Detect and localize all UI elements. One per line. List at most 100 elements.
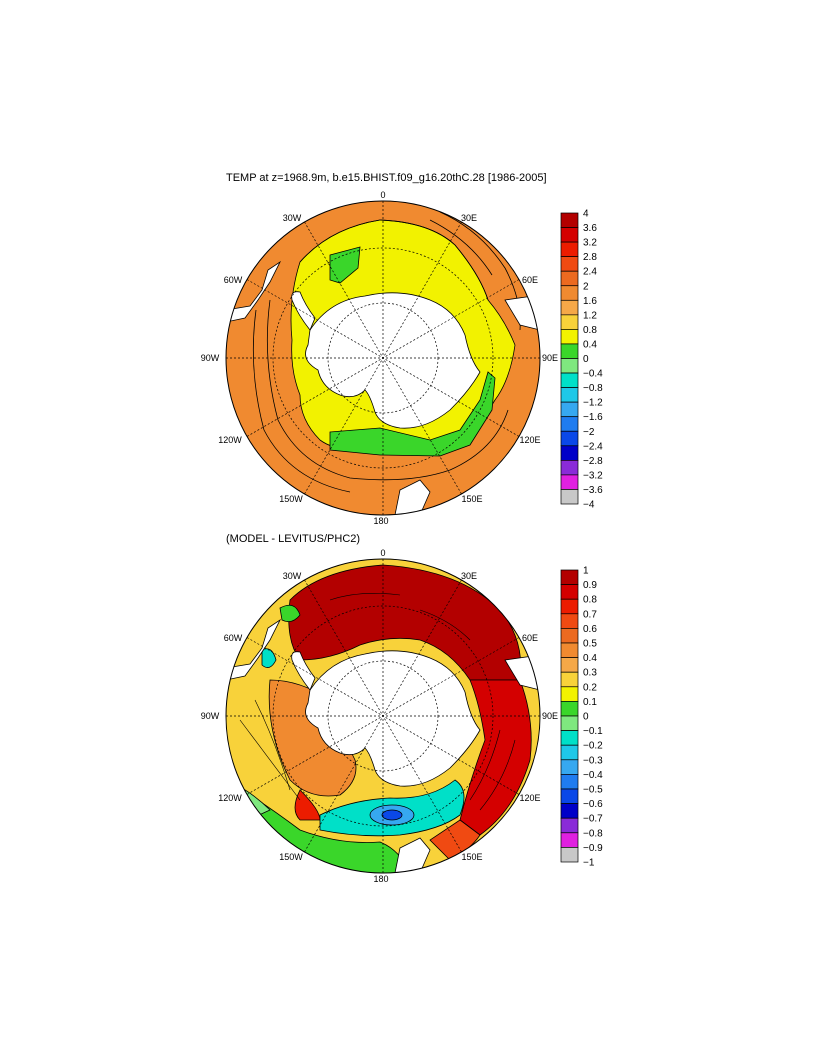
- temp-colorbar: 4 3.6 3.2 2.8 2.4 2 1.6 1.2 0.8 0.4 0 −0.4 −0.8 −1.2 −…: [560, 209, 603, 511]
- difference-colorbar: 1 0.9 0.8 0.7 0.6 0.5 0.4 0.3 0.2 0.1 0 −0.1 −0.2 −0.…: [560, 566, 603, 869]
- diff-lon-90e: 90E: [542, 711, 558, 721]
- temp-colorbar-swatch: [560, 270, 579, 287]
- diff-lon-90w: 90W: [201, 711, 220, 721]
- temp-colorbar-swatch: [560, 358, 579, 374]
- difference-map-border: [225, 558, 541, 874]
- temp-lon-90e: 90E: [542, 353, 558, 363]
- temp-colorbar-label: 1.6: [583, 296, 597, 307]
- temp-lon-120w: 120W: [218, 435, 242, 445]
- temp-colorbar-label: 0.8: [583, 325, 597, 336]
- temp-colorbar-label: 2: [583, 281, 589, 292]
- temp-lon-60w: 60W: [224, 275, 243, 285]
- temp-colorbar-swatch: [560, 430, 579, 447]
- diff-colorbar-label: −0.1: [583, 726, 603, 737]
- diff-colorbar-label: −0.8: [583, 828, 603, 839]
- diff-lon-60w: 60W: [224, 633, 243, 643]
- diff-colorbar-swatch: [560, 657, 579, 673]
- temp-colorbar-swatch: [560, 314, 579, 330]
- diff-colorbar-label: −0.3: [583, 755, 603, 766]
- temp-lon-180: 180: [373, 516, 388, 526]
- diff-colorbar-swatch: [560, 817, 579, 834]
- temp-colorbar-label: −1.6: [583, 412, 603, 423]
- diff-colorbar-swatch: [560, 744, 579, 761]
- temp-colorbar-swatch: [560, 372, 579, 388]
- diff-colorbar-label: 0.4: [583, 653, 597, 664]
- diff-colorbar-swatch: [560, 701, 579, 717]
- diff-colorbar-swatch: [560, 584, 579, 600]
- diff-colorbar-label: 0.3: [583, 668, 597, 679]
- temp-colorbar-swatch: [560, 489, 579, 505]
- diff-colorbar-label: −0.4: [583, 770, 603, 781]
- temp-colorbar-swatch: [560, 227, 579, 243]
- diff-lon-150e: 150E: [461, 852, 482, 862]
- map-temp: 0 30E 60E 90E 120E 150E 180 150W 120W 90…: [201, 190, 603, 526]
- diff-colorbar-label: 0.9: [583, 580, 597, 591]
- temp-colorbar-swatch: [560, 256, 579, 272]
- temp-colorbar-swatch: [560, 460, 579, 476]
- diff-lon-120e: 120E: [519, 793, 540, 803]
- diff-colorbar-label: −0.6: [583, 799, 603, 810]
- temp-colorbar-label: −3.2: [583, 470, 603, 481]
- diff-colorbar-label: 0.2: [583, 682, 597, 693]
- diff-colorbar-label: −1: [583, 858, 595, 869]
- diff-colorbar-label: 0.7: [583, 609, 597, 620]
- temp-colorbar-label: 2.8: [583, 252, 597, 263]
- diff-colorbar-swatch: [560, 671, 579, 688]
- temp-colorbar-label: 1.2: [583, 310, 597, 321]
- temp-colorbar-label: 0.4: [583, 339, 597, 350]
- temp-colorbar-label: −3.6: [583, 485, 603, 496]
- temp-lon-30w: 30W: [283, 213, 302, 223]
- temp-lon-150e: 150E: [461, 494, 482, 504]
- diff-colorbar-label: −0.9: [583, 843, 603, 854]
- temp-colorbar-label: 0: [583, 354, 589, 365]
- map-title-difference: (MODEL - LEVITUS/PHC2): [226, 533, 361, 545]
- temp-colorbar-label: 3.2: [583, 238, 597, 249]
- diff-colorbar-label: 0.1: [583, 697, 597, 708]
- temp-colorbar-swatch: [560, 401, 579, 418]
- diff-colorbar-label: 0.8: [583, 595, 597, 606]
- diff-colorbar-swatch: [560, 847, 579, 863]
- diff-colorbar-swatch: [560, 715, 579, 731]
- temp-lon-30e: 30E: [461, 213, 477, 223]
- diff-colorbar-label: 1: [583, 566, 589, 577]
- temp-colorbar-label: −2.8: [583, 456, 603, 467]
- diff-colorbar-swatch: [560, 803, 579, 819]
- temp-graticule: [226, 201, 540, 515]
- temp-lon-60e: 60E: [522, 275, 538, 285]
- temp-colorbar-swatch: [560, 445, 579, 461]
- diff-colorbar-label: −0.2: [583, 741, 603, 752]
- diff-colorbar-swatch: [560, 686, 579, 702]
- temp-colorbar-swatch: [560, 241, 579, 258]
- diff-colorbar-swatch: [560, 774, 579, 790]
- diff-colorbar-label: −0.7: [583, 814, 603, 825]
- temp-colorbar-label: 4: [583, 209, 589, 220]
- temp-colorbar-label: 3.6: [583, 223, 597, 234]
- temp-colorbar-swatch: [560, 285, 579, 301]
- temp-colorbar-label: −0.8: [583, 383, 603, 394]
- diff-colorbar-label: 0.6: [583, 624, 597, 635]
- diff-lon-30w: 30W: [283, 571, 302, 581]
- temp-colorbar-swatch: [560, 416, 579, 432]
- temp-lon-90w: 90W: [201, 353, 220, 363]
- temp-colorbar-swatch: [560, 343, 579, 359]
- temp-colorbar-swatch: [560, 387, 579, 403]
- temp-lon-120e: 120E: [519, 435, 540, 445]
- diff-lon-120w: 120W: [218, 793, 242, 803]
- temp-colorbar-swatch: [560, 329, 579, 345]
- diff-colorbar-label: −0.5: [583, 785, 603, 796]
- temp-colorbar-label: −1.2: [583, 398, 603, 409]
- diff-colorbar-label: 0.5: [583, 639, 597, 650]
- temp-lon-0: 0: [380, 190, 385, 200]
- diff-colorbar-label: 0: [583, 712, 589, 723]
- temp-lon-150w: 150W: [279, 494, 303, 504]
- map-difference: 0 30E 60E 90E 120E 150E 180 150W 120W 90…: [201, 548, 603, 884]
- temp-colorbar-label: −4: [583, 500, 595, 511]
- diff-colorbar-swatch: [560, 613, 579, 629]
- temp-colorbar-swatch: [560, 474, 579, 490]
- diff-colorbar-swatch: [560, 569, 579, 585]
- diff-lon-60e: 60E: [522, 633, 538, 643]
- temp-colorbar-label: −0.4: [583, 369, 603, 380]
- diff-colorbar-swatch: [560, 832, 579, 848]
- temp-colorbar-label: −2: [583, 427, 595, 438]
